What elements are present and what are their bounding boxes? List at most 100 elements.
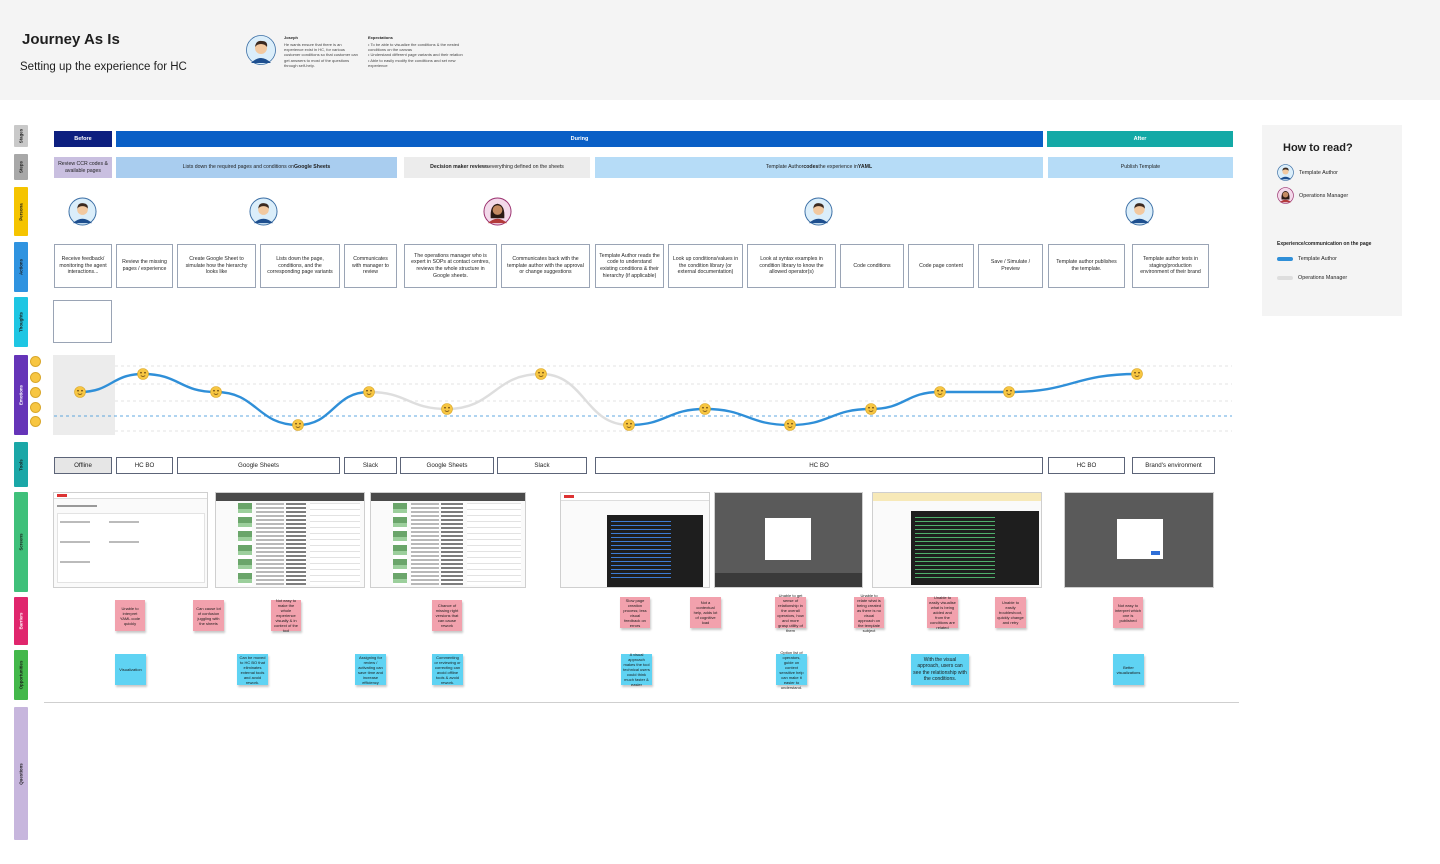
screenshot-yaml-editor (872, 492, 1042, 588)
header-section: Journey As Is Setting up the experience … (0, 0, 1440, 100)
screenshot-google-sheet (370, 492, 526, 588)
action-card: Lists down the page, conditions, and the… (260, 244, 340, 288)
phase-after: After (1047, 131, 1233, 147)
action-card: Template author tests in staging/product… (1132, 244, 1209, 288)
lane-tab-emotions: Emotions (14, 355, 28, 435)
emoji-icon (30, 356, 41, 367)
lane-tab-screens: Screens (14, 492, 28, 592)
template-author-avatar-icon (1277, 164, 1294, 181)
thought-card (53, 300, 112, 343)
expectation-item: To be able to visualize the conditions &… (368, 42, 472, 52)
tool-chip: Brand's environment (1132, 457, 1215, 474)
lane-tab-steps: Steps (14, 154, 28, 180)
legend-persona-label: Operations Manager (1299, 193, 1349, 199)
expectations-list: To be able to visualize the conditions &… (368, 42, 472, 68)
lane-tab-questions: Questions (14, 707, 28, 840)
lane-label: Screens (18, 533, 24, 551)
phase-during: During (116, 131, 1043, 147)
operations-manager-avatar-icon (1277, 187, 1294, 204)
lane-label: Persona (18, 202, 24, 221)
action-card: Template Author reads the code to unders… (595, 244, 664, 288)
lane-label: Tools (18, 458, 24, 471)
barrier-sticky: Unable to interpret YAML code quickly (115, 600, 145, 631)
step-bold-text: Google Sheets (294, 164, 331, 171)
action-card: Communicates back with the template auth… (501, 244, 590, 288)
lane-label: Steps (18, 161, 24, 173)
page-subtitle: Setting up the experience for HC (20, 61, 187, 73)
emoji-icon (30, 416, 41, 427)
barrier-sticky: Unable to get sense of relationship in t… (775, 593, 806, 633)
barrier-sticky: Can cause lot of confusion juggling with… (193, 600, 224, 631)
opportunity-sticky: Visualization (115, 654, 146, 685)
action-card: The operations manager who is expert in … (404, 244, 497, 288)
tool-chip: Offline (54, 457, 112, 474)
legend-title: Experience/communication on the page (1277, 241, 1372, 247)
step-decision-review: Decision maker reviews everything define… (404, 157, 590, 178)
opportunity-sticky: Commenting or reviewing or correcting ca… (432, 654, 463, 685)
template-author-avatar-icon (68, 197, 97, 226)
step-text: the experience in (818, 164, 858, 171)
expectation-item: Able to easily modify the conditions and… (368, 58, 472, 68)
lane-label: Stages (18, 128, 24, 144)
lane-tab-thoughts: Thoughts (14, 297, 28, 347)
opportunity-sticky: Can be moved to HC BO that eliminates ex… (237, 654, 268, 685)
barrier-sticky: Unable to easily visualise what is being… (927, 595, 958, 630)
tool-chip: Google Sheets (400, 457, 494, 474)
legend-line-label: Template Author (1298, 256, 1337, 262)
operations-manager-avatar-icon (483, 197, 512, 226)
page-title: Journey As Is (22, 31, 120, 48)
lane-tab-opportunities: Opportunities (14, 650, 28, 700)
opportunity-sticky: With the visual approach, users can see … (911, 654, 969, 685)
legend-line-operations-manager (1277, 276, 1293, 280)
step-code-yaml: Template Author codes the experience in … (595, 157, 1043, 178)
lane-label: Opportunities (18, 660, 24, 690)
barrier-sticky: Unable to easily troubleshoot, quickly c… (995, 597, 1026, 628)
lane-tab-actions: Actions (14, 242, 28, 292)
legend-persona-label: Template Author (1299, 170, 1338, 176)
expectation-item: Understand different page variants and t… (368, 52, 472, 57)
lane-label: Actions (18, 258, 24, 276)
expectations-title: Expectations (368, 35, 393, 40)
questions-separator (44, 702, 1239, 703)
barrier-sticky: Chance of missing right versions that ca… (432, 600, 462, 631)
action-card: Create Google Sheet to simulate how the … (177, 244, 256, 288)
legend-line-template-author (1277, 257, 1293, 261)
how-to-read-panel: How to read? Template Author Operations … (1262, 125, 1402, 316)
action-card: Review the missing pages / experience (116, 244, 173, 288)
tool-chip: Google Sheets (177, 457, 340, 474)
emoji-icon (30, 402, 41, 413)
opportunity-sticky: Assigning for review / activating can sa… (355, 654, 386, 685)
step-bold-text: codes (803, 164, 819, 171)
screenshot-yaml-editor (560, 492, 710, 588)
lane-tab-barriers: Barriers (14, 597, 28, 645)
opportunity-sticky: Better visualizations (1113, 654, 1144, 685)
action-card: Receive feedback/ monitoring the agent i… (54, 244, 112, 288)
template-author-avatar-icon (804, 197, 833, 226)
step-list-pages: Lists down the required pages and condit… (116, 157, 397, 178)
lane-tab-persona: Persona (14, 187, 28, 236)
screenshot-google-sheet (215, 492, 365, 588)
action-card: Look at syntax examples in condition lib… (747, 244, 836, 288)
how-to-read-title: How to read? (1283, 142, 1353, 154)
screenshot-publish-modal (1064, 492, 1214, 588)
barrier-sticky: Unable to relate what is being created a… (854, 593, 884, 633)
lane-tab-tools: Tools (14, 442, 28, 487)
persona-avatar-icon (246, 35, 276, 65)
tool-chip: HC BO (116, 457, 173, 474)
opportunity-sticky: Option list of operators, guide on conte… (776, 650, 807, 690)
step-bold-text: Decision maker reviews (430, 164, 489, 171)
step-review-ccr: Review CCR codes & available pages (54, 157, 112, 178)
action-card: Template author publishes the template. (1048, 244, 1125, 288)
persona-description: He wants ensure that there is an experie… (284, 42, 358, 68)
action-card: Code page content (908, 244, 974, 288)
lane-label: Barriers (18, 612, 24, 630)
lane-label: Emotions (18, 384, 24, 406)
tool-chip: Slack (344, 457, 397, 474)
template-author-avatar-icon (249, 197, 278, 226)
action-card: Look up conditions/values in the conditi… (668, 244, 743, 288)
phase-before: Before (54, 131, 112, 147)
persona-name: Joseph (284, 35, 299, 40)
emotion-offline-shade (53, 355, 115, 435)
emoji-icon (30, 387, 41, 398)
legend-line-label: Operations Manager (1298, 275, 1348, 281)
